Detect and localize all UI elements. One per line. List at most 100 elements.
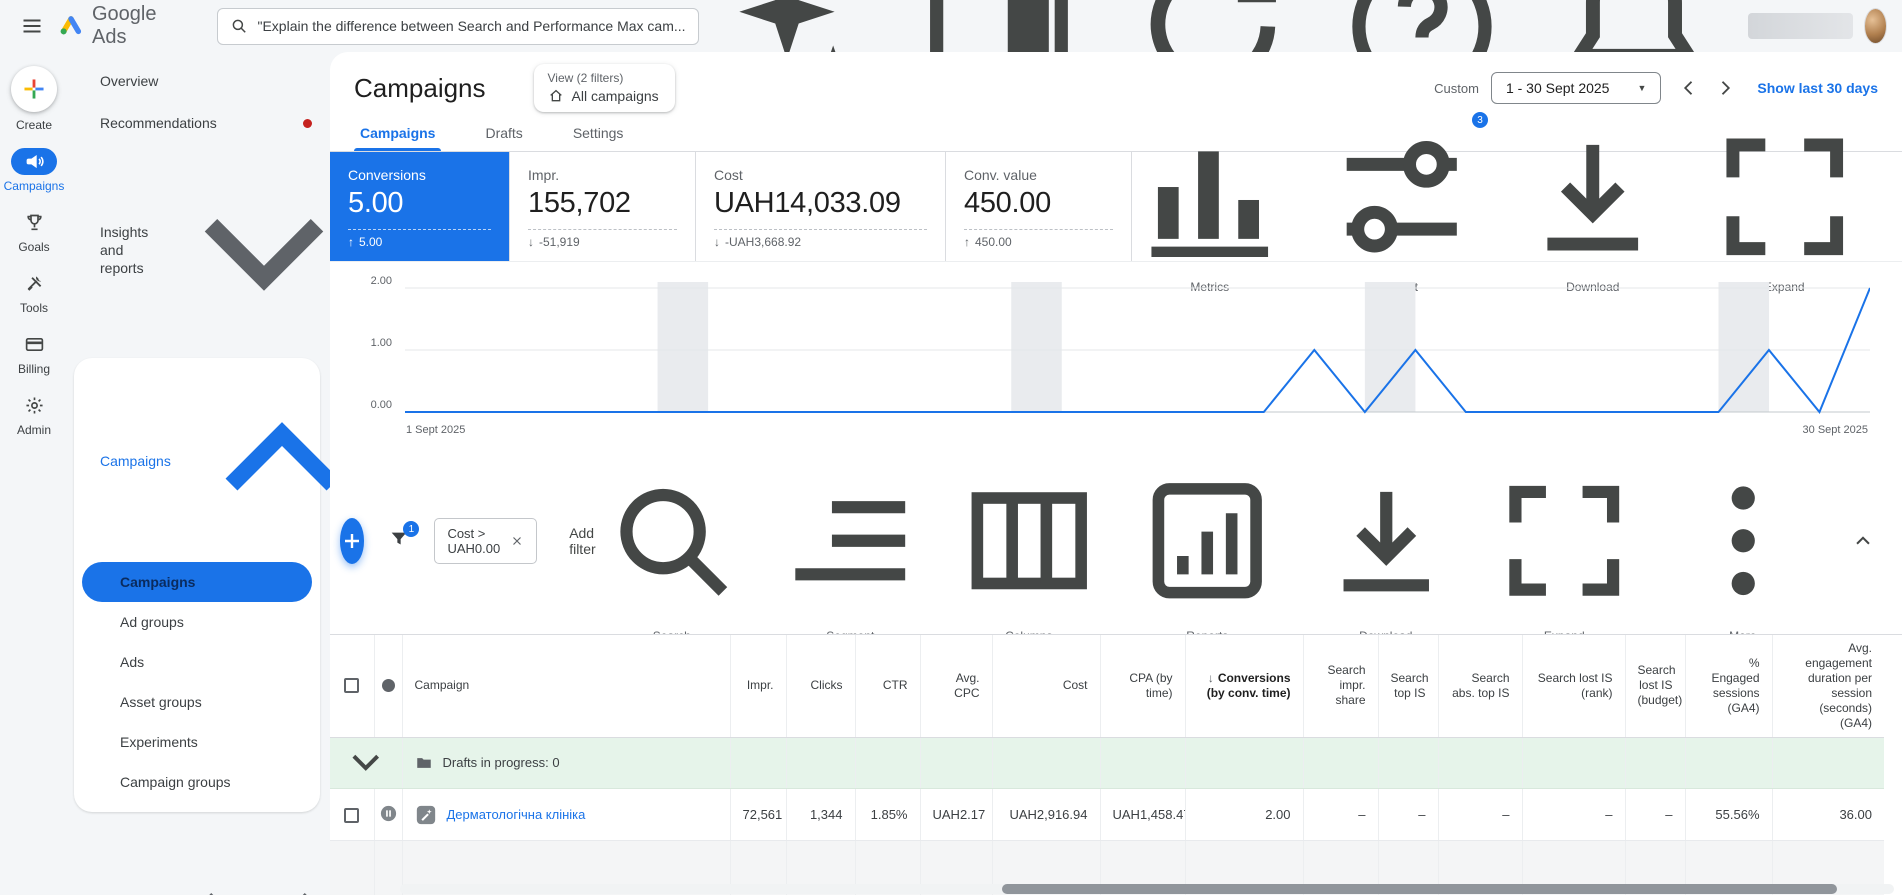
download-button[interactable]: Download <box>1313 458 1460 643</box>
sidebar-item-recommendations[interactable]: Recommendations <box>68 102 330 144</box>
search-button[interactable]: Search <box>599 458 746 643</box>
add-filter-button[interactable]: Add filter <box>569 524 596 557</box>
sidebar-item-asset-groups[interactable]: Asset groups <box>120 694 202 710</box>
filter-button[interactable]: 1 <box>388 521 420 553</box>
column-header-13[interactable]: % Engaged sessions (GA4) <box>1684 634 1772 738</box>
view-selector[interactable]: View (2 filters) All campaigns <box>533 64 675 112</box>
column-header-10[interactable]: Search abs. top IS <box>1437 634 1522 738</box>
reports-button[interactable]: Reports <box>1134 458 1281 643</box>
expand-button[interactable]: Expand <box>1491 458 1638 643</box>
metric-cell: 1.85% <box>854 788 920 841</box>
close-icon <box>513 536 522 545</box>
folder-icon <box>416 757 431 768</box>
download-button[interactable]: Download <box>1515 119 1671 294</box>
scorecard-conv-value[interactable]: Conv. value 450.00 ↑ 450.00 <box>946 152 1132 261</box>
create-button[interactable]: Create <box>0 66 68 132</box>
add-campaign-button[interactable] <box>340 517 365 564</box>
scorecard-conversions[interactable]: Conversions 5.00 ↑ 5.00 <box>330 152 510 261</box>
pmax-icon <box>416 805 435 824</box>
create-circle <box>11 66 57 112</box>
avatar[interactable] <box>1864 9 1886 43</box>
segment-button[interactable]: Segment <box>777 458 924 643</box>
rail-item-admin[interactable]: Admin <box>0 392 68 437</box>
collapse-chart-button[interactable] <box>1852 530 1874 552</box>
search-icon <box>230 17 248 35</box>
chevron-up-icon <box>225 422 330 491</box>
campaign-status-paused[interactable] <box>373 788 402 841</box>
arrow-up-icon: ↑ <box>964 235 970 249</box>
column-header-11[interactable]: Search lost IS (rank) <box>1521 634 1625 738</box>
column-header-6[interactable]: CPA (by time) <box>1099 634 1185 738</box>
column-header-2[interactable]: Clicks <box>785 634 855 738</box>
columns-button[interactable]: Columns <box>956 458 1103 643</box>
chevron-down-icon <box>205 219 324 291</box>
status-filter-header[interactable] <box>373 634 402 738</box>
trophy-icon <box>26 214 42 231</box>
campaign-table: Campaign Impr. Clicks CTR Avg. CPC Cost CPA (b… <box>330 634 1884 895</box>
column-header-4[interactable]: Avg. CPC <box>919 634 992 738</box>
scorecard-list: Conversions 5.00 ↑ 5.00 Impr. 155,702 ↓ -5… <box>330 152 1132 261</box>
tab-campaigns[interactable]: Campaigns <box>354 114 442 151</box>
tab-drafts[interactable]: Drafts <box>485 125 523 141</box>
date-range-dropdown[interactable]: 1 - 30 Sept 2025 ▼ <box>1490 72 1662 104</box>
date-mode-label: Custom <box>1434 80 1479 96</box>
next-period-button[interactable] <box>1715 78 1735 98</box>
row-checkbox[interactable] <box>330 840 374 895</box>
more-button[interactable]: More <box>1670 458 1817 643</box>
expand-button[interactable]: Expand <box>1707 119 1863 294</box>
sidebar-item-experiments[interactable]: Experiments <box>120 734 198 750</box>
column-header-12[interactable]: Search lost IS (budget) <box>1624 634 1685 738</box>
drafts-group-label: Drafts in progress: 0 <box>442 755 560 771</box>
filter-chips: Cost > UAH0.00 <box>434 517 538 564</box>
sidebar-item-campaign-groups[interactable]: Campaign groups <box>120 774 231 790</box>
metric-cell: – <box>1521 788 1625 841</box>
google-ads-logo[interactable]: Google Ads <box>58 3 157 49</box>
table-header-row: Campaign Impr. Clicks CTR Avg. CPC Cost CPA (b… <box>330 634 1884 738</box>
previous-period-button[interactable] <box>1679 78 1699 98</box>
drafts-collapse-toggle[interactable] <box>330 737 402 789</box>
horizontal-scrollbar-thumb[interactable] <box>1002 884 1837 894</box>
sidebar-item-overview[interactable]: Overview <box>100 73 159 89</box>
column-header-3[interactable]: CTR <box>854 634 920 738</box>
drafts-group-row: Drafts in progress: 0 <box>330 737 1884 789</box>
show-last-30-days-link[interactable]: Show last 30 days <box>1757 80 1878 96</box>
page-title: Campaigns <box>354 72 486 103</box>
filter-toolbar: 1 Cost > UAH0.00 Add filter Search Segme… <box>330 450 1902 643</box>
hamburger-menu-icon[interactable] <box>20 14 44 38</box>
tab-settings[interactable]: Settings <box>572 125 624 141</box>
scorecard-impressions[interactable]: Impr. 155,702 ↓ -51,919 <box>510 152 696 261</box>
sidebar-item-campaigns[interactable]: Campaigns <box>82 562 312 602</box>
rail-item-campaigns[interactable]: Campaigns <box>0 148 68 193</box>
select-all-checkbox[interactable] <box>330 634 374 738</box>
download-icon <box>1547 145 1639 251</box>
app-name: Google Ads <box>92 3 157 48</box>
adjust-button[interactable]: 3 Adjust <box>1324 112 1488 294</box>
rail-item-goals[interactable]: Goals <box>0 209 68 254</box>
account-info[interactable] <box>1748 13 1853 39</box>
row-checkbox[interactable] <box>330 788 374 841</box>
column-header-7[interactable]: ↓ Conversions (by conv. time) <box>1184 634 1303 738</box>
rail-item-billing[interactable]: Billing <box>0 331 68 376</box>
rail-item-tools[interactable]: Tools <box>0 270 68 315</box>
scorecard-cost[interactable]: Cost UAH14,033.09 ↓ -UAH3,668.92 <box>696 152 946 261</box>
filter-chip-cost-filter[interactable]: Cost > UAH0.00 <box>434 517 538 564</box>
column-header-8[interactable]: Search impr. share <box>1302 634 1378 738</box>
metrics-button[interactable]: Metrics <box>1132 119 1288 294</box>
column-header-9[interactable]: Search top IS <box>1377 634 1438 738</box>
sidebar-item-campaigns-section[interactable]: Campaigns <box>74 360 330 562</box>
chevron-down-icon: ▼ <box>1637 83 1647 93</box>
metric-cell: UAH1,458.47 <box>1099 788 1185 841</box>
sidebar-item-insights-and-reports[interactable]: Insights and reports <box>68 144 330 356</box>
column-header-0[interactable]: Campaign <box>401 634 730 738</box>
expand-icon <box>1509 485 1620 596</box>
sidebar-item-ads[interactable]: Ads <box>120 654 145 670</box>
column-header-5[interactable]: Cost <box>991 634 1100 738</box>
sidebar-item-ad-groups[interactable]: Ad groups <box>120 614 184 630</box>
campaign-link[interactable]: Дерматологічна клініка <box>446 807 586 822</box>
column-header-14[interactable]: Avg. engagement duration per session (se… <box>1771 634 1884 738</box>
column-header-1[interactable]: Impr. <box>729 634 786 738</box>
sidebar-item-assets[interactable]: Assets <box>68 818 330 895</box>
campaign-status-paused[interactable] <box>373 840 402 895</box>
chart-plot-area <box>405 282 1870 414</box>
search-input[interactable]: "Explain the difference between Search a… <box>216 7 699 45</box>
